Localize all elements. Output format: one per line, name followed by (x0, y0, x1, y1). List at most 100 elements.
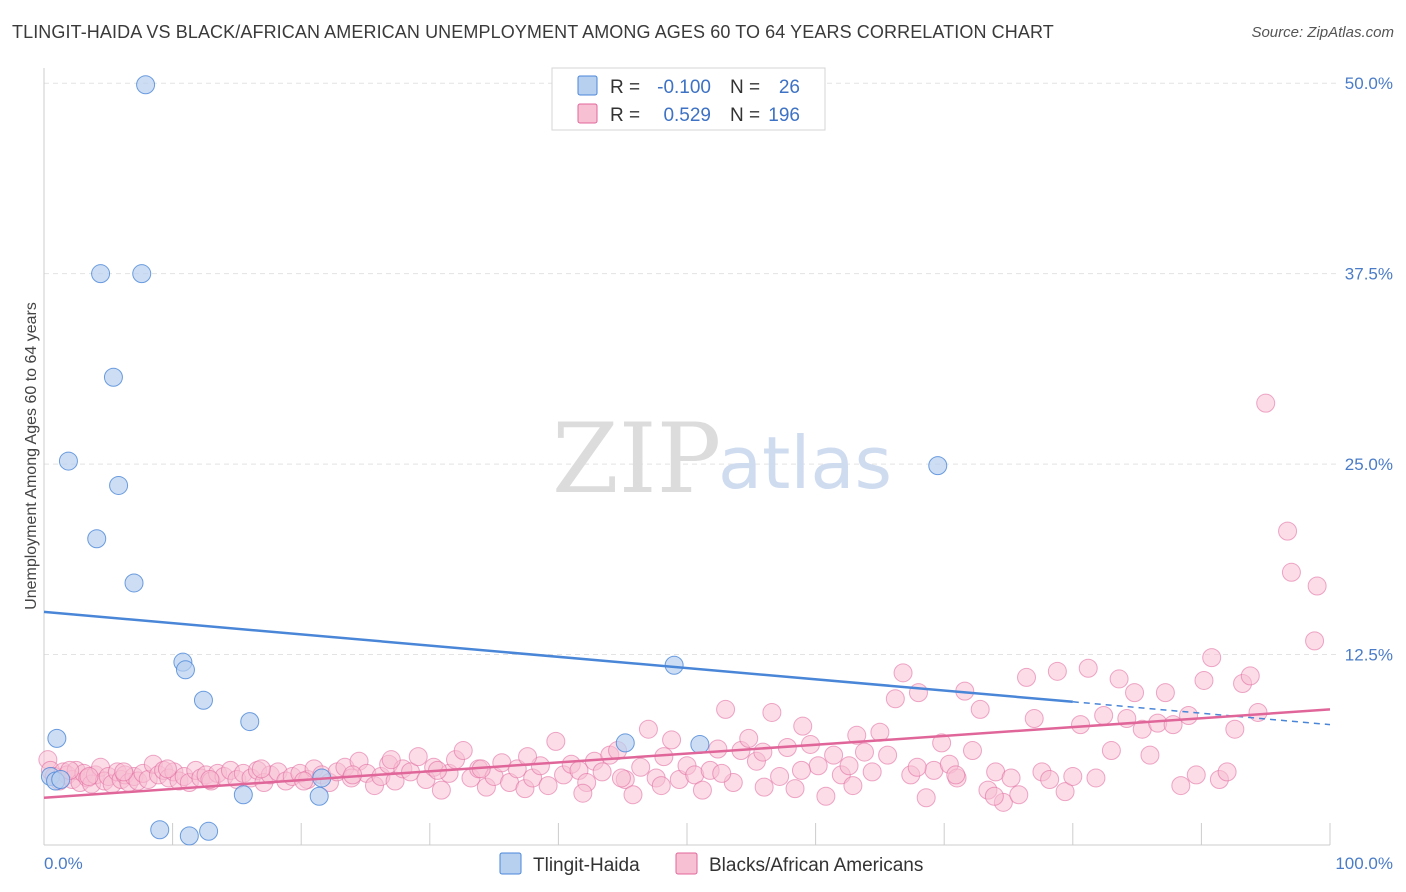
series-legend: Tlingit-Haida Blacks/African Americans (499, 852, 923, 876)
black-point-93 (623, 785, 643, 805)
black-point-121 (839, 756, 859, 776)
tlingit-point-21 (615, 733, 635, 753)
tlingit-point-5 (109, 475, 129, 495)
black-point-143 (1009, 785, 1029, 805)
black-point-151 (1071, 715, 1091, 735)
black-point-173 (1240, 666, 1260, 686)
black-point-200 (946, 765, 966, 785)
black-point-184 (200, 769, 220, 789)
black-point-71 (453, 741, 473, 761)
black-point-196 (753, 742, 773, 762)
black-point-168 (1202, 648, 1222, 668)
x-axis-ticks (43, 823, 1331, 845)
chart-title: TLINGIT-HAIDA VS BLACK/AFRICAN AMERICAN … (12, 22, 1054, 42)
black-point-175 (1256, 393, 1276, 413)
tlingit-haida-points (40, 75, 948, 846)
bottom-legend-label-tlingit: Tlingit-Haida (533, 855, 640, 876)
black-point-147 (1040, 769, 1060, 789)
tlingit-point-3 (103, 367, 123, 387)
tlingit-point-2 (132, 264, 152, 284)
black-point-177 (1281, 562, 1301, 582)
black-point-162 (1155, 683, 1175, 703)
black-point-171 (1225, 719, 1245, 739)
black-point-170 (1217, 762, 1237, 782)
source-note: Source: ZipAtlas.com (1251, 24, 1394, 41)
black-point-108 (739, 728, 759, 748)
black-point-124 (862, 762, 882, 782)
y-tick-label-3: 50.0% (1345, 74, 1393, 93)
black-point-98 (662, 730, 682, 750)
black-point-166 (1186, 765, 1206, 785)
black-point-142 (1001, 768, 1021, 788)
black-point-105 (716, 699, 736, 719)
black-point-193 (611, 768, 631, 788)
tlingit-point-20 (309, 786, 329, 806)
legend-r-label-blue: R = (610, 77, 640, 98)
black-point-185 (251, 759, 271, 779)
black-point-125 (870, 722, 890, 742)
black-point-167 (1194, 670, 1214, 690)
black-point-65 (408, 747, 428, 767)
black-point-163 (1163, 715, 1183, 735)
tlingit-point-23 (150, 820, 170, 840)
legend-swatch-pink (577, 103, 598, 124)
black-point-152 (1078, 658, 1098, 678)
black-point-149 (1055, 782, 1075, 802)
tlingit-point-14 (47, 728, 67, 748)
black-point-81 (530, 756, 550, 776)
black-point-165 (1179, 706, 1199, 725)
black-point-123 (854, 742, 874, 762)
legend-n-value-blue: 26 (779, 77, 800, 98)
black-point-131 (916, 788, 936, 808)
black-point-179 (1307, 576, 1327, 596)
black-point-95 (638, 719, 658, 739)
grid-lines (44, 82, 1340, 656)
black-point-104 (708, 739, 728, 759)
black-point-127 (885, 689, 905, 709)
black-point-154 (1094, 706, 1114, 725)
black-point-156 (1109, 669, 1129, 689)
black-point-68 (431, 780, 451, 800)
black-point-148 (1047, 661, 1067, 681)
correlation-legend: R = -0.100 N = 26 R = 0.529 N = 196 (551, 67, 826, 131)
black-point-150 (1063, 766, 1083, 786)
black-point-181 (79, 766, 99, 786)
black-point-176 (1278, 521, 1298, 541)
black-point-128 (893, 663, 913, 683)
black-point-160 (1140, 745, 1160, 765)
tlingit-trend-line (43, 610, 1073, 704)
black-point-195 (712, 763, 732, 783)
black-point-155 (1101, 741, 1121, 761)
tlingit-point-10 (175, 660, 195, 680)
black-point-192 (573, 783, 593, 803)
black-point-118 (816, 786, 836, 806)
tlingit-point-4 (58, 451, 78, 471)
black-point-94 (631, 757, 651, 777)
trend-lines (43, 610, 1331, 800)
black-point-144 (1017, 667, 1037, 687)
black-point-119 (824, 745, 844, 765)
black-point-164 (1171, 776, 1191, 796)
y-tick-label-2: 37.5% (1345, 265, 1393, 284)
black-point-197 (791, 760, 811, 780)
x-tick-label-0: 0.0% (44, 854, 83, 873)
bottom-legend-swatch-tlingit (499, 852, 522, 875)
black-point-198 (843, 776, 863, 796)
black-point-110 (754, 777, 774, 797)
black-point-126 (878, 745, 898, 765)
legend-r-label-pink: R = (610, 105, 640, 126)
black-point-111 (762, 702, 782, 722)
tlingit-point-22 (690, 734, 710, 754)
black-point-137 (962, 741, 982, 761)
black-point-117 (808, 756, 828, 776)
black-point-83 (546, 731, 566, 751)
y-tick-labels: 12.5% 25.0% 37.5% 50.0% (1345, 74, 1393, 664)
black-point-178 (1305, 631, 1325, 651)
tlingit-point-11 (193, 690, 213, 710)
watermark-zip: ZIP (552, 403, 721, 515)
tlingit-point-19 (233, 785, 253, 805)
watermark-atlas: atlas (718, 421, 892, 505)
black-point-89 (592, 762, 612, 782)
tlingit-point-17 (51, 769, 71, 789)
